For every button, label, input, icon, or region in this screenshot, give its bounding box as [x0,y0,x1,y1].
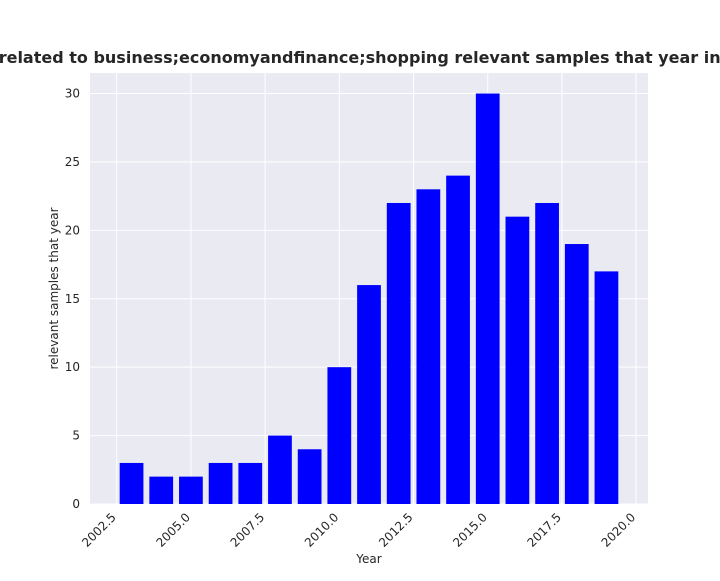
bars [119,93,619,505]
bar [208,462,233,504]
y-tick-labels: 0 5 10 15 20 25 30 [65,87,80,511]
bar [268,435,292,504]
x-tick-label: 2012.5 [376,510,416,550]
x-tick-label: 2010.0 [302,510,342,550]
x-tick-label: 2002.5 [79,510,119,550]
bar [357,285,381,504]
y-tick-label: 0 [72,497,80,511]
y-axis-label: relevant samples that year [47,207,61,369]
bar [535,202,559,504]
bar [594,271,619,504]
x-tick-label: 2015.0 [450,510,490,550]
x-tick-labels: 2002.5 2005.0 2007.5 2010.0 2012.5 2015.0 2017… [79,510,638,550]
bar [149,476,174,504]
bar [238,462,263,504]
bar [179,476,203,504]
y-tick-label: 5 [72,429,80,443]
y-tick-label: 25 [65,155,80,169]
bar [446,175,470,504]
x-tick-label: 2020.0 [599,510,639,550]
bar [564,244,589,505]
bar [119,462,144,504]
bar [505,216,530,504]
bar [327,367,352,504]
y-tick-label: 20 [65,223,80,237]
y-tick-label: 30 [65,87,80,101]
bar [475,93,500,505]
x-axis-label: Year [355,552,381,566]
bar [386,202,411,504]
y-tick-label: 15 [65,292,80,306]
y-tick-label: 10 [65,360,80,374]
x-tick-label: 2007.5 [228,510,268,550]
bar [416,189,441,505]
chart-title: ntries are related to business;economyan… [0,48,720,67]
x-tick-label: 2017.5 [524,510,564,550]
bar [297,449,322,504]
x-tick-label: 2005.0 [153,510,193,550]
